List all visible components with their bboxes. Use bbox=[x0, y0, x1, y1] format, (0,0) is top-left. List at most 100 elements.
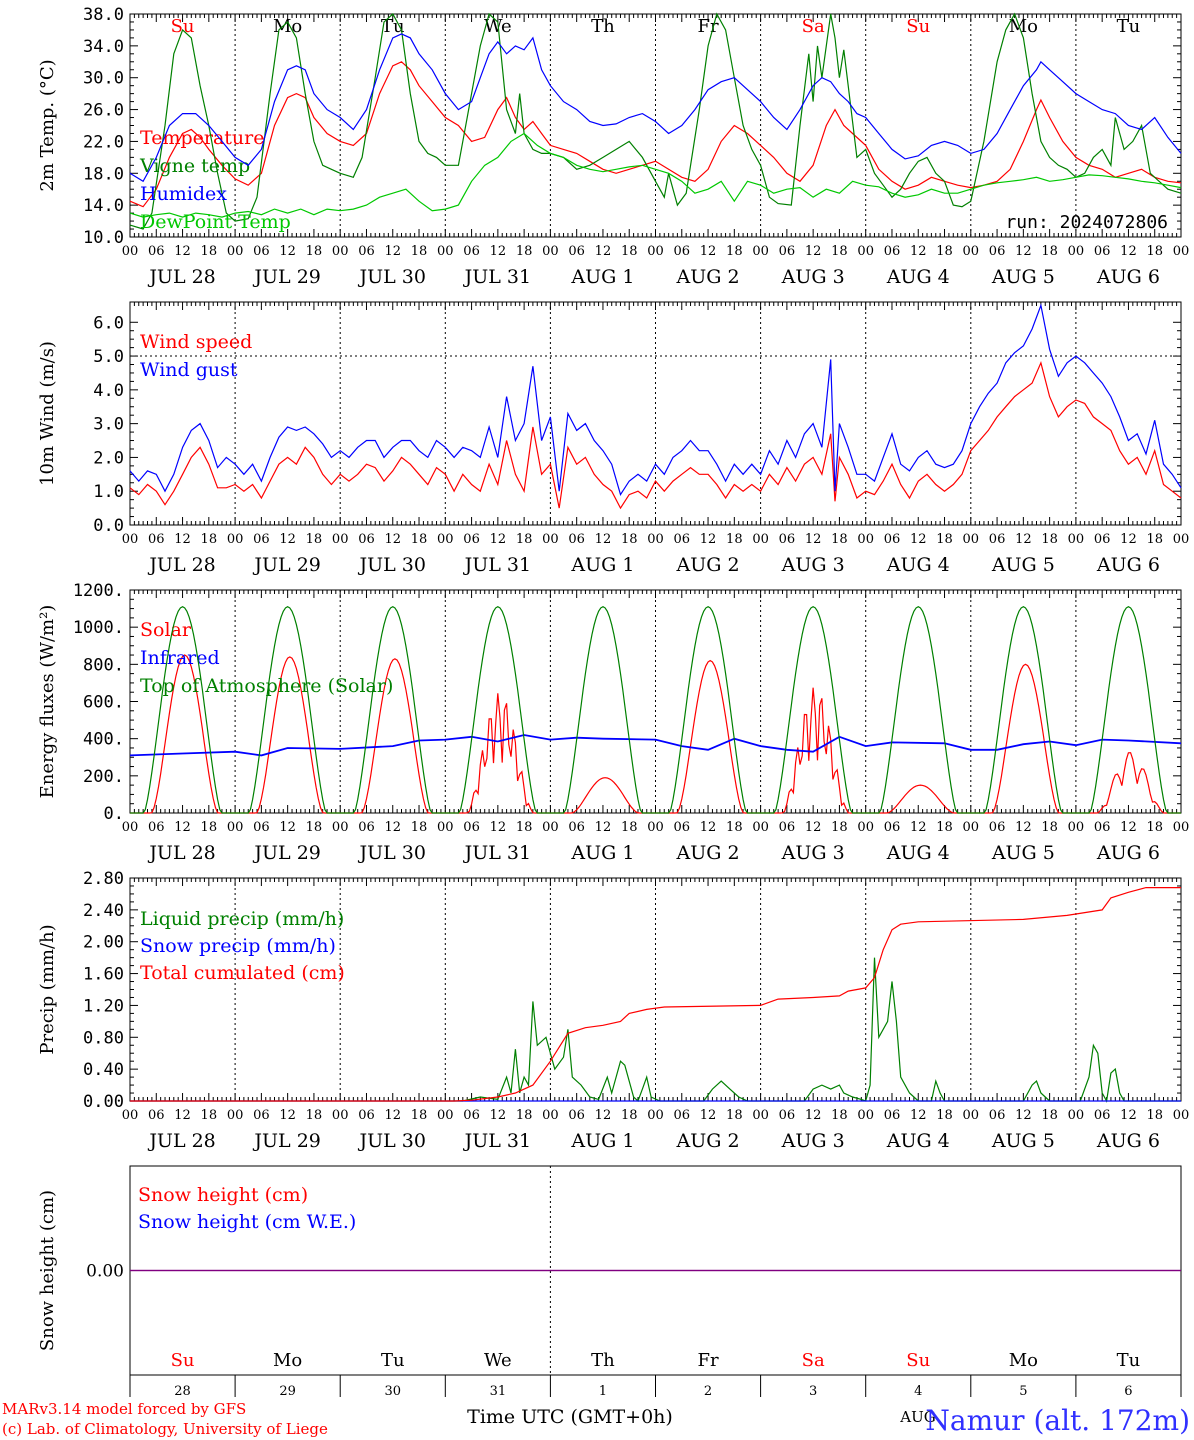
hour-tick-label: 12 bbox=[384, 244, 401, 259]
hour-tick-label: 00 bbox=[647, 1108, 664, 1123]
y-tick-label: 14.0 bbox=[83, 196, 124, 216]
hour-tick-label: 12 bbox=[384, 820, 401, 835]
date-label: AUG 4 bbox=[886, 266, 950, 288]
hour-tick-label: 12 bbox=[1120, 820, 1137, 835]
hour-tick-label: 12 bbox=[279, 820, 296, 835]
day-number-label: 31 bbox=[490, 1384, 507, 1399]
hour-tick-label: 12 bbox=[700, 1108, 717, 1123]
date-label: AUG 2 bbox=[676, 842, 740, 864]
hour-tick-label: 06 bbox=[358, 820, 375, 835]
hour-tick-label: 00 bbox=[437, 1108, 454, 1123]
hour-tick-label: 18 bbox=[621, 244, 638, 259]
hour-tick-label: 12 bbox=[1015, 532, 1032, 547]
weekday-label: Fr bbox=[698, 16, 719, 37]
hour-tick-label: 12 bbox=[174, 244, 191, 259]
hour-tick-label: 12 bbox=[1015, 820, 1032, 835]
hour-tick-label: 00 bbox=[1068, 820, 1085, 835]
day-number-label: 2 bbox=[704, 1384, 712, 1399]
hour-tick-label: 00 bbox=[437, 532, 454, 547]
hour-tick-label: 12 bbox=[805, 244, 822, 259]
hour-tick-label: 06 bbox=[1094, 532, 1111, 547]
date-label: JUL 30 bbox=[358, 842, 426, 864]
day-number-label: 4 bbox=[914, 1384, 922, 1399]
hour-tick-label: 00 bbox=[857, 532, 874, 547]
y-tick-label: 38.0 bbox=[83, 5, 124, 25]
series-line bbox=[130, 957, 1181, 1103]
hour-tick-label: 18 bbox=[1041, 820, 1058, 835]
hour-tick-label: 18 bbox=[411, 820, 428, 835]
y-tick-label: 0. bbox=[104, 804, 124, 824]
y-tick-label: 600. bbox=[83, 693, 124, 713]
date-label: AUG 3 bbox=[781, 1130, 845, 1152]
y-tick-label: 26.0 bbox=[83, 101, 124, 121]
hour-tick-label: 18 bbox=[831, 820, 848, 835]
hour-tick-label: 06 bbox=[253, 532, 270, 547]
hour-tick-label: 12 bbox=[595, 1108, 612, 1123]
hour-tick-label: 18 bbox=[726, 820, 743, 835]
hour-tick-label: 06 bbox=[253, 1108, 270, 1123]
hour-tick-label: 18 bbox=[516, 244, 533, 259]
y-tick-label: 22.0 bbox=[83, 132, 124, 152]
hour-tick-label: 18 bbox=[201, 1108, 218, 1123]
y-tick-label: 1.60 bbox=[83, 965, 124, 985]
hour-tick-label: 00 bbox=[1068, 244, 1085, 259]
weekday-label: Th bbox=[591, 16, 615, 37]
y-axis-title: 10m Wind (m/s) bbox=[37, 341, 58, 486]
panel-2: 0.0 1.0 2.0 3.0 4.0 5.0 6.0 00 06 12 18 00 06 12 18 00 0… bbox=[37, 301, 1189, 576]
hour-tick-label: 06 bbox=[568, 244, 585, 259]
hour-tick-label: 00 bbox=[332, 1108, 349, 1123]
hour-tick-label: 06 bbox=[884, 820, 901, 835]
hour-tick-label: 06 bbox=[463, 820, 480, 835]
hour-tick-label: 00 bbox=[542, 820, 559, 835]
hour-tick-label: 06 bbox=[358, 244, 375, 259]
date-label: AUG 6 bbox=[1096, 1130, 1160, 1152]
hour-tick-label: 18 bbox=[411, 244, 428, 259]
day-number-label: 30 bbox=[384, 1384, 401, 1399]
date-label: JUL 28 bbox=[147, 842, 215, 864]
weekday-label: Mo bbox=[1009, 1350, 1038, 1371]
weekday-label: Tu bbox=[1117, 16, 1141, 37]
day-number-label: 29 bbox=[279, 1384, 296, 1399]
hour-tick-label: 06 bbox=[568, 1108, 585, 1123]
y-tick-label: 2.0 bbox=[93, 448, 124, 468]
hour-tick-label: 00 bbox=[752, 1108, 769, 1123]
hour-tick-label: 00 bbox=[1068, 1108, 1085, 1123]
hour-tick-label: 00 bbox=[122, 820, 139, 835]
date-label: JUL 30 bbox=[358, 266, 426, 288]
hour-tick-label: 18 bbox=[936, 244, 953, 259]
hour-tick-label: 18 bbox=[306, 532, 323, 547]
hour-tick-label: 06 bbox=[779, 244, 796, 259]
hour-tick-label: 18 bbox=[726, 532, 743, 547]
legend-entry: Liquid precip (mm/h) bbox=[140, 908, 344, 930]
date-label: JUL 29 bbox=[252, 554, 320, 576]
hour-tick-label: 18 bbox=[831, 532, 848, 547]
hour-tick-label: 12 bbox=[174, 820, 191, 835]
date-label: JUL 31 bbox=[463, 1130, 531, 1152]
hour-tick-label: 12 bbox=[490, 244, 507, 259]
hour-tick-label: 18 bbox=[201, 532, 218, 547]
legend-entry: Snow precip (mm/h) bbox=[140, 935, 336, 957]
hour-tick-label: 12 bbox=[910, 820, 927, 835]
hour-tick-label: 00 bbox=[647, 244, 664, 259]
day-number-label: 3 bbox=[809, 1384, 817, 1399]
y-axis-title: 2m Temp. (°C) bbox=[37, 59, 58, 191]
hour-tick-label: 18 bbox=[831, 1108, 848, 1123]
hour-tick-label: 06 bbox=[148, 820, 165, 835]
date-label: AUG 1 bbox=[570, 842, 634, 864]
hour-tick-label: 00 bbox=[332, 244, 349, 259]
panel-1: 10.0 14.0 18.0 22.0 26.0 30.0 34.0 38.0 00 06 12 18… bbox=[37, 5, 1189, 288]
hour-tick-label: 12 bbox=[595, 244, 612, 259]
hour-tick-label: 12 bbox=[805, 532, 822, 547]
hour-tick-label: 06 bbox=[779, 532, 796, 547]
hour-tick-label: 12 bbox=[910, 1108, 927, 1123]
y-tick-label: 4.0 bbox=[93, 381, 124, 401]
hour-tick-label: 12 bbox=[700, 532, 717, 547]
series-line bbox=[129, 61, 1182, 208]
date-label: AUG 3 bbox=[781, 842, 845, 864]
series-line bbox=[129, 33, 1182, 183]
legend-entry: Vigne temp bbox=[139, 155, 250, 177]
hour-tick-label: 06 bbox=[884, 1108, 901, 1123]
series-line bbox=[129, 132, 1182, 218]
hour-tick-label: 00 bbox=[1173, 1108, 1190, 1123]
hour-tick-label: 12 bbox=[279, 244, 296, 259]
